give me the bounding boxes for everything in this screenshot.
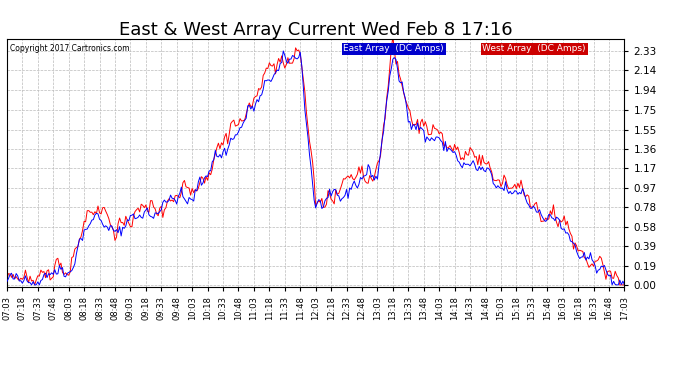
Text: West Array  (DC Amps): West Array (DC Amps)	[482, 44, 586, 53]
Title: East & West Array Current Wed Feb 8 17:16: East & West Array Current Wed Feb 8 17:1…	[119, 21, 513, 39]
Text: Copyright 2017 Cartronics.com: Copyright 2017 Cartronics.com	[10, 44, 130, 53]
Text: East Array  (DC Amps): East Array (DC Amps)	[344, 44, 444, 53]
